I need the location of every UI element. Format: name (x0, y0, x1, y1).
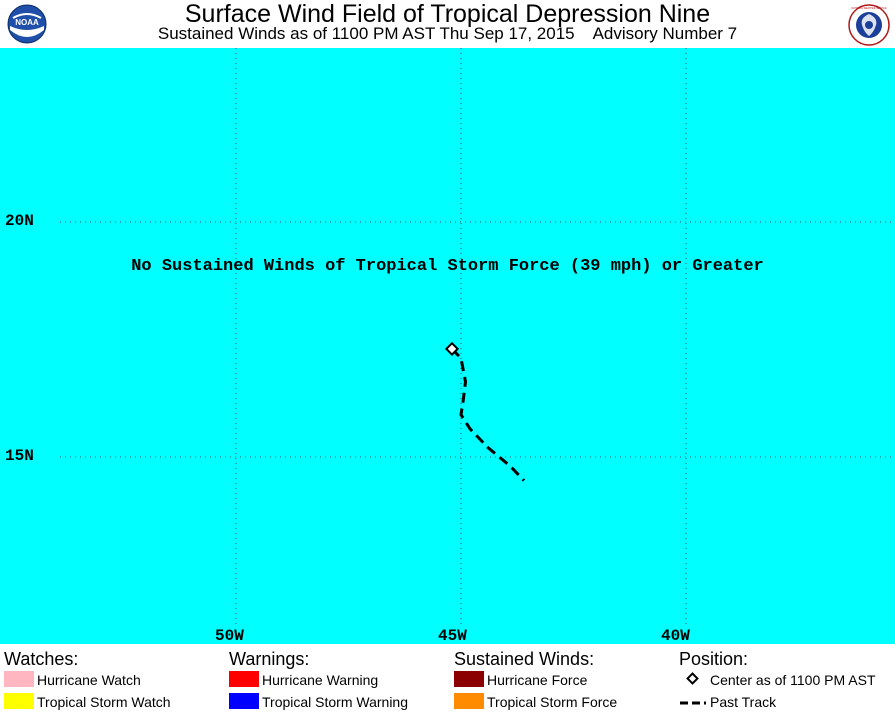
legend-item: Hurricane Force (454, 669, 594, 691)
tropical-storm-warning-swatch (229, 693, 259, 709)
legend-item-label: Center as of 1100 PM AST (710, 672, 876, 688)
legend-item-label: Hurricane Warning (262, 672, 379, 688)
legend-watches: Watches: Hurricane Watch Tropical Storm … (4, 649, 171, 713)
map-area: 20N 15N 50W 45W 40W No Sustained Winds o… (0, 48, 895, 645)
tropical-storm-watch-swatch (4, 693, 34, 709)
legend-item: Tropical Storm Warning (229, 691, 408, 713)
legend-position-heading: Position: (679, 649, 749, 669)
past-track-dash-icon (679, 693, 707, 711)
legend-item: Tropical Storm Force (454, 691, 617, 713)
legend-winds: Sustained Winds: Hurricane Force Tropica… (454, 649, 617, 713)
tropical-storm-force-swatch (454, 693, 484, 709)
wind-message: No Sustained Winds of Tropical Storm For… (131, 257, 764, 276)
legend-item-label: Hurricane Force (487, 672, 588, 688)
lon-label-45w: 45W (438, 627, 467, 645)
lat-label-15n: 15N (5, 447, 34, 465)
legend-item-label: Tropical Storm Warning (262, 694, 409, 710)
legend-item: Tropical Storm Watch (4, 691, 171, 713)
legend-watches-heading: Watches: (4, 649, 79, 669)
page-title: Surface Wind Field of Tropical Depressio… (184, 0, 711, 28)
legend-item: Center as of 1100 PM AST (679, 669, 876, 691)
hurricane-warning-swatch (229, 671, 259, 687)
center-diamond-icon (679, 671, 707, 689)
map-canvas (0, 48, 895, 644)
legend-item: Past Track (679, 691, 776, 713)
legend: Watches: Hurricane Watch Tropical Storm … (0, 645, 895, 716)
ocean (0, 48, 895, 644)
legend-item-label: Tropical Storm Force (487, 694, 618, 710)
noaa-logo-text: NOAA (15, 18, 39, 27)
hurricane-force-swatch (454, 671, 484, 687)
past-track-line (450, 347, 526, 482)
legend-item: Hurricane Warning (229, 669, 378, 691)
legend-winds-heading: Sustained Winds: (454, 649, 595, 669)
lon-label-50w: 50W (215, 627, 244, 645)
page-subtitle: Sustained Winds as of 1100 PM AST Thu Se… (157, 24, 738, 43)
legend-warnings: Warnings: Hurricane Warning Tropical Sto… (229, 649, 408, 713)
legend-item-label: Tropical Storm Watch (37, 694, 171, 710)
header: NOAA Surface Wind Field of Tropical Depr… (0, 0, 895, 48)
lat-label-20n: 20N (5, 212, 34, 230)
legend-position: Position: Center as of 1100 PM AST Past … (679, 649, 876, 713)
legend-item: Hurricane Watch (4, 669, 141, 691)
legend-warnings-heading: Warnings: (229, 649, 310, 669)
nws-logo-text: NATIONAL WEATHER SERVICE (851, 7, 887, 10)
lon-label-40w: 40W (661, 627, 690, 645)
legend-item-label: Hurricane Watch (37, 672, 141, 688)
noaa-logo: NOAA (7, 4, 47, 44)
storm-center-marker (444, 341, 460, 356)
legend-item-label: Past Track (710, 694, 777, 710)
graticule (60, 48, 895, 624)
hurricane-watch-swatch (4, 671, 34, 687)
nws-logo: NATIONAL WEATHER SERVICE (848, 4, 890, 46)
